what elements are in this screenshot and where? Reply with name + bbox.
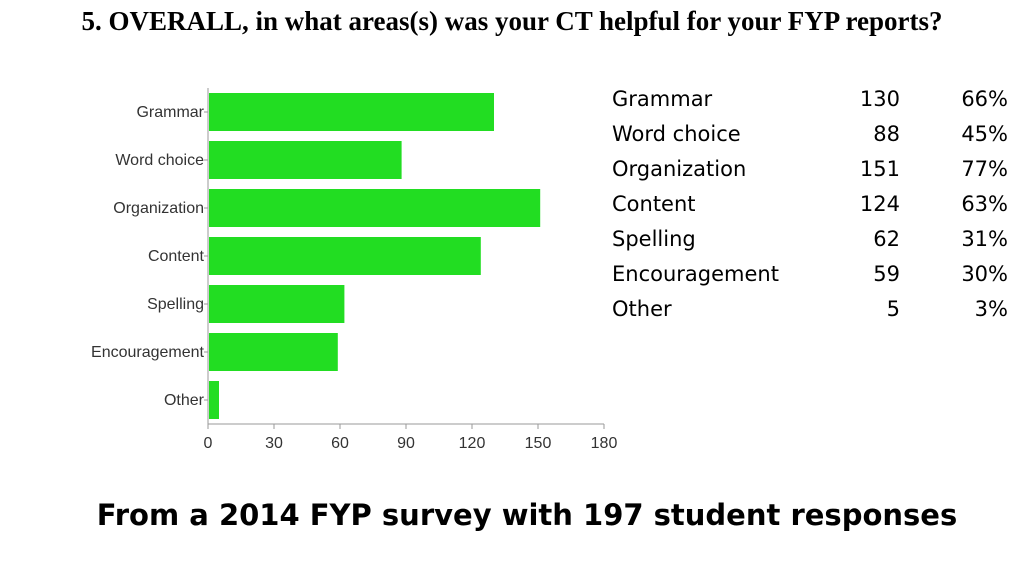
category-label: Encouragement (91, 344, 205, 361)
x-tick-label: 150 (525, 435, 552, 452)
x-tick-label: 60 (331, 435, 349, 452)
x-tick-label: 90 (397, 435, 415, 452)
row-label: Organization (612, 157, 747, 181)
table-row: Spelling 62 31% (612, 222, 1012, 257)
row-label: Word choice (612, 122, 741, 146)
row-count: 151 (859, 157, 900, 181)
row-percent: 31% (961, 227, 1008, 251)
row-label: Content (612, 192, 696, 216)
table-row: Content 124 63% (612, 187, 1012, 222)
row-percent: 45% (961, 122, 1008, 146)
page-title: 5. OVERALL, in what areas(s) was your CT… (81, 6, 943, 36)
x-tick-label: 180 (591, 435, 618, 452)
row-count: 62 (873, 227, 900, 251)
table-row: Other 5 3% (612, 292, 1012, 327)
row-percent: 77% (961, 157, 1008, 181)
footer-caption: From a 2014 FYP survey with 197 student … (96, 498, 958, 532)
row-percent: 30% (961, 262, 1008, 286)
category-label: Grammar (136, 104, 204, 121)
row-label: Grammar (612, 87, 713, 111)
bar (209, 381, 219, 419)
row-count: 88 (873, 122, 900, 146)
bar (209, 189, 541, 227)
bar (209, 333, 338, 371)
bar (209, 141, 402, 179)
category-label: Organization (113, 200, 204, 217)
x-tick-label: 30 (265, 435, 283, 452)
bar (209, 285, 345, 323)
row-percent: 3% (974, 297, 1008, 321)
table-row: Word choice 88 45% (612, 117, 1012, 152)
category-label: Word choice (115, 152, 204, 169)
row-label: Spelling (612, 227, 696, 251)
row-count: 130 (859, 87, 900, 111)
bar (209, 237, 481, 275)
table-row: Organization 151 77% (612, 152, 1012, 187)
row-count: 59 (873, 262, 900, 286)
row-label: Encouragement (612, 262, 779, 286)
category-label: Other (164, 392, 205, 409)
table-row: Grammar 130 66% (612, 82, 1012, 117)
row-count: 5 (886, 297, 900, 321)
bar-chart: Grammar Word choice Organization Content Spe… (91, 88, 618, 452)
row-label: Other (612, 297, 672, 321)
row-count: 124 (859, 192, 900, 216)
row-percent: 66% (961, 87, 1008, 111)
x-tick-label: 120 (459, 435, 486, 452)
bar (209, 93, 494, 131)
category-label: Content (148, 248, 205, 265)
table-row: Encouragement 59 30% (612, 257, 1012, 292)
data-table: Grammar 130 66% Word choice 88 45% Organ… (612, 82, 1012, 327)
category-label: Spelling (147, 296, 204, 313)
x-tick-label: 0 (204, 435, 213, 452)
row-percent: 63% (961, 192, 1008, 216)
